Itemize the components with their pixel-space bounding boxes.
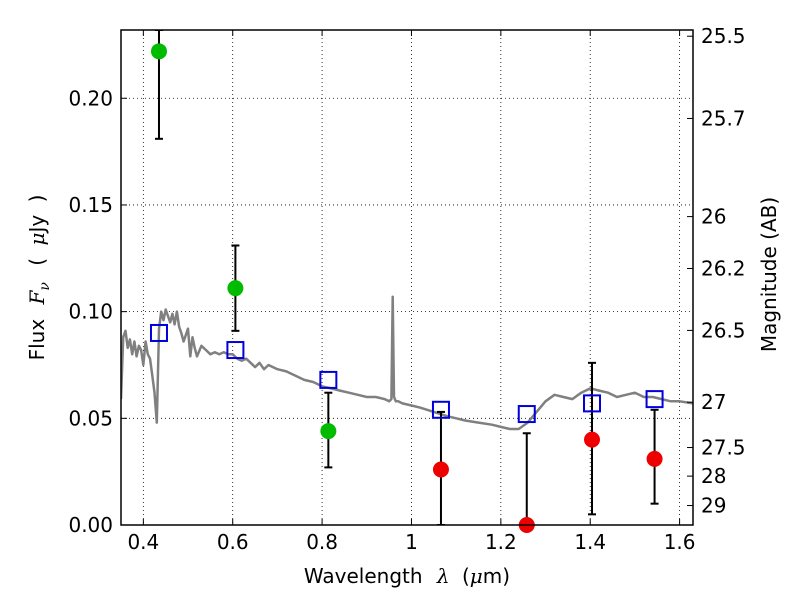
x-tick-label: 1	[405, 530, 418, 554]
x-axis-label-symbol: λ	[436, 564, 450, 588]
x-axis-label: Wavelength λ (μm)	[304, 564, 510, 588]
y-tick-label: 0.15	[68, 193, 113, 217]
y-axis-left-label-unit-mu: μ	[25, 233, 49, 246]
x-tick-label: 0.8	[306, 530, 338, 554]
detection-point	[227, 280, 244, 297]
mag-tick-label: 27	[701, 390, 726, 414]
x-axis-label-unit-open: (	[462, 564, 470, 588]
y-axis-left-label-subscript: ν	[37, 282, 53, 291]
y-axis-right-label: Magnitude (AB)	[757, 197, 781, 352]
x-axis-label-text: Wavelength	[304, 564, 423, 588]
plot-frame	[120, 29, 694, 526]
upper-limit-point	[432, 461, 449, 478]
model-photometry-square	[319, 370, 338, 389]
model-photometry-square	[645, 390, 664, 409]
model-photometry-square	[431, 400, 450, 419]
mag-tick-label: 25.7	[701, 106, 746, 130]
x-tick-label: 1.4	[574, 530, 606, 554]
x-tick-label: 0.4	[127, 530, 159, 554]
model-photometry-square	[517, 405, 536, 424]
upper-limit-point	[646, 450, 663, 467]
detection-point	[320, 423, 337, 440]
mag-tick-label: 27.5	[701, 436, 746, 460]
x-tick-label: 1.6	[664, 530, 696, 554]
x-tick-label: 0.6	[217, 530, 249, 554]
axis-ticks: 0.4 0.6 0.8 1 1.2 1.4 1.6 0.00 0.05 0.10 0.15 0.20 2…	[68, 24, 745, 554]
sed-line	[121, 295, 693, 431]
mag-tick-label: 26	[701, 205, 726, 229]
grid-lines	[121, 30, 693, 526]
mag-tick-label: 25.5	[701, 24, 746, 48]
y-axis-left-label-unit-rest: Jy	[25, 215, 49, 235]
model-photometry-square	[583, 394, 602, 413]
y-tick-label: 0.05	[68, 406, 113, 430]
upper-limit-point	[584, 431, 601, 448]
mag-tick-label: 29	[701, 494, 726, 518]
mag-tick-label: 26.2	[701, 256, 746, 280]
error-bars	[154, 30, 659, 525]
mag-tick-label: 28	[701, 464, 726, 488]
model-photometry-square	[149, 323, 168, 342]
y-tick-label: 0.20	[68, 86, 113, 110]
x-tick-label: 1.2	[485, 530, 517, 554]
y-axis-left-label-text: Flux	[25, 319, 49, 361]
y-tick-label: 0.00	[68, 513, 113, 537]
y-axis-left-label-paren-open: (	[25, 258, 49, 266]
mag-tick-label: 26.5	[701, 318, 746, 342]
sed-model-curve	[121, 295, 693, 431]
x-axis-label-unit-rest: m)	[483, 564, 510, 588]
y-tick-label: 0.10	[68, 300, 113, 324]
detection-point	[150, 43, 167, 60]
model-photometry-square	[226, 341, 245, 360]
x-axis-label-unit-mu: μ	[470, 564, 483, 588]
y-axis-left-label: Flux Fν ( μJy )	[25, 195, 54, 361]
data-markers	[149, 43, 664, 533]
y-axis-left-label-paren-close: )	[25, 195, 49, 203]
y-axis-left-label-symbol: F	[25, 289, 49, 305]
